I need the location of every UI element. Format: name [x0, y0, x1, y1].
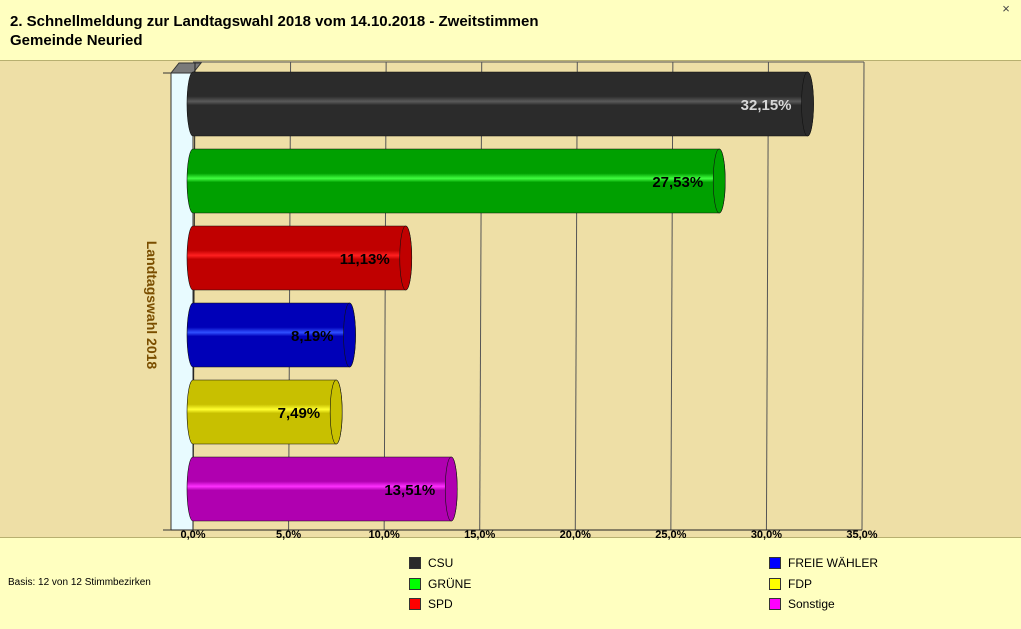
gridline [670, 61, 674, 531]
gridline [861, 61, 865, 531]
gridline [765, 61, 769, 531]
bar-body [186, 71, 814, 137]
plot-area-background [0, 61, 1021, 538]
bar-cap [712, 148, 726, 214]
gridline [192, 61, 196, 531]
bar-cap [444, 456, 458, 522]
bar-body [186, 148, 726, 214]
x-tick-label: 20,0% [560, 529, 591, 541]
data-label: 27,53% [652, 174, 703, 191]
bar-cap [399, 225, 413, 291]
x-tick-label: 15,0% [464, 529, 495, 541]
basis-note: Basis: 12 von 12 Stimmbezirken [8, 577, 151, 588]
chart-header: 2. Schnellmeldung zur Landtagswahl 2018 … [0, 0, 1021, 61]
gridline [288, 61, 292, 531]
legend-item-freie-w-hler: FREIE WÄHLER [769, 555, 878, 571]
legend-item-gr-ne: GRÜNE [409, 576, 471, 592]
legend-item-sonstige: Sonstige [769, 596, 835, 612]
chart-title: 2. Schnellmeldung zur Landtagswahl 2018 … [10, 13, 539, 30]
x-tick-label: 5,0% [276, 529, 301, 541]
gridline [383, 61, 387, 531]
gridline [479, 61, 483, 531]
bar-sonstige: 13,51% [186, 456, 458, 522]
grid [171, 61, 865, 531]
data-label: 8,19% [291, 328, 334, 345]
data-label: 32,15% [741, 97, 792, 114]
bar-gr-ne: 27,53% [186, 148, 726, 214]
close-icon[interactable]: × [1002, 1, 1010, 16]
x-tick-label: 25,0% [655, 529, 686, 541]
legend-swatch [769, 557, 781, 569]
bar-cap [329, 379, 343, 445]
chart-subtitle: Gemeinde Neuried [10, 32, 143, 49]
x-tick-label: 0,0% [180, 529, 205, 541]
legend-swatch [769, 598, 781, 610]
legend-swatch [409, 557, 421, 569]
x-tick-label: 35,0% [846, 529, 877, 541]
legend-label: FDP [788, 577, 812, 591]
legend-label: Sonstige [788, 597, 835, 611]
data-label: 13,51% [384, 482, 435, 499]
x-tick-label: 10,0% [369, 529, 400, 541]
bar-fdp: 7,49% [186, 379, 343, 445]
legend-item-csu: CSU [409, 555, 453, 571]
gridline [574, 61, 578, 531]
x-tick-label: 30,0% [751, 529, 782, 541]
legend-swatch [769, 578, 781, 590]
legend-swatch [409, 598, 421, 610]
data-label: 7,49% [278, 405, 321, 422]
bar-freie-w-hler: 8,19% [186, 302, 356, 368]
bar-csu: 32,15% [186, 71, 814, 137]
legend-item-fdp: FDP [769, 576, 812, 592]
y-axis-title: Landtagswahl 2018 [144, 240, 160, 370]
legend-label: FREIE WÄHLER [788, 556, 879, 570]
data-label: 11,13% [340, 251, 390, 268]
legend-label: CSU [428, 556, 454, 570]
wall-top [169, 62, 203, 74]
legend-label: GRÜNE [428, 577, 472, 591]
bar-cap [343, 302, 356, 368]
bars: 32,15% 27,53% 11,13% 8,19% 7,49% 13,51% [186, 71, 814, 522]
legend-swatch [409, 578, 421, 590]
x-axis: 0,0% 5,0% 10,0% 15,0% 20,0% 25,0% 30,0% 35,0% [180, 529, 877, 541]
legend-item-spd: SPD [409, 596, 453, 612]
bar-spd: 11,13% [186, 225, 413, 291]
bar-cap [801, 71, 814, 137]
legend-label: SPD [428, 597, 453, 611]
